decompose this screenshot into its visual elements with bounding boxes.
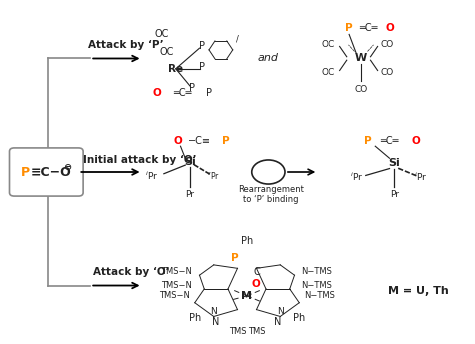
- Text: O: O: [251, 279, 260, 289]
- Text: Pr: Pr: [390, 190, 399, 199]
- Text: CO: CO: [354, 85, 368, 94]
- Text: Si: Si: [389, 158, 400, 169]
- Text: N−TMS: N−TMS: [302, 281, 332, 290]
- Text: −C≡: −C≡: [188, 136, 211, 146]
- Text: Rearrangement
to ‘P’ binding: Rearrangement to ‘P’ binding: [238, 185, 304, 204]
- Text: Ph: Ph: [293, 313, 305, 323]
- Text: TMS−N: TMS−N: [162, 267, 192, 276]
- Text: P: P: [199, 41, 205, 52]
- Text: OC: OC: [159, 46, 173, 57]
- Text: W: W: [355, 53, 367, 64]
- Text: O: O: [411, 136, 420, 146]
- Text: N: N: [274, 316, 282, 327]
- Text: ≡C−O: ≡C−O: [31, 165, 72, 179]
- Text: $^{\prime\prime}$Pr: $^{\prime\prime}$Pr: [207, 170, 220, 181]
- Text: and: and: [258, 53, 279, 64]
- Text: Si: Si: [184, 157, 196, 167]
- Text: ═C═: ═C═: [380, 136, 399, 146]
- Text: TMS−N: TMS−N: [162, 281, 192, 290]
- Text: P: P: [21, 165, 30, 179]
- Text: P: P: [364, 136, 372, 146]
- Text: Ph: Ph: [241, 236, 253, 246]
- Text: OC: OC: [154, 29, 169, 40]
- Text: ═C═: ═C═: [359, 22, 377, 33]
- Text: N: N: [210, 307, 217, 316]
- Text: ⊖: ⊖: [63, 162, 71, 172]
- Text: ═C═: ═C═: [173, 88, 191, 98]
- Text: Ph: Ph: [189, 313, 201, 323]
- Text: /: /: [236, 34, 239, 43]
- Text: N−TMS: N−TMS: [302, 267, 332, 276]
- Text: N: N: [277, 307, 284, 316]
- Text: N: N: [212, 316, 220, 327]
- Text: CO: CO: [380, 40, 394, 49]
- Text: O: O: [152, 88, 161, 98]
- Text: C: C: [253, 267, 260, 277]
- Text: Re: Re: [168, 64, 183, 74]
- Text: TMS: TMS: [229, 327, 246, 336]
- Text: OC: OC: [321, 40, 334, 49]
- Text: P: P: [345, 22, 353, 33]
- Text: TMS: TMS: [248, 327, 265, 336]
- Text: Initial attack by ‘O’: Initial attack by ‘O’: [83, 155, 197, 165]
- Text: $^i$Pr: $^i$Pr: [414, 171, 427, 183]
- Text: P: P: [206, 88, 212, 98]
- Text: N−TMS: N−TMS: [304, 291, 335, 300]
- Text: M = U, Th: M = U, Th: [388, 286, 448, 296]
- Text: P: P: [231, 253, 239, 263]
- Text: OC: OC: [321, 68, 334, 77]
- Text: Attack by ‘P’: Attack by ‘P’: [88, 40, 163, 50]
- Text: $^i$Pr: $^i$Pr: [145, 169, 159, 182]
- Text: P: P: [222, 136, 229, 146]
- Text: M: M: [241, 291, 253, 301]
- Text: CO: CO: [380, 68, 394, 77]
- Text: P: P: [190, 83, 195, 93]
- Text: O: O: [174, 136, 182, 146]
- Text: TMS−N: TMS−N: [159, 291, 190, 300]
- Text: Pr: Pr: [186, 190, 194, 199]
- Text: O: O: [385, 22, 394, 33]
- Text: Attack by ‘O’: Attack by ‘O’: [93, 267, 169, 277]
- FancyBboxPatch shape: [10, 148, 83, 196]
- Text: $^i$Pr: $^i$Pr: [350, 171, 363, 183]
- Text: P: P: [199, 62, 205, 72]
